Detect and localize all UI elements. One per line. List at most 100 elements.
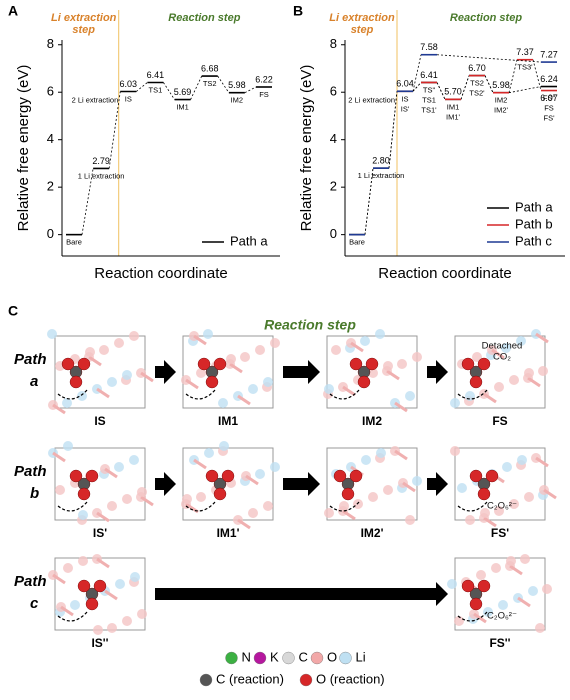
reaction-atom [365,357,379,371]
species-note: C₂O₆²⁻ [487,611,517,622]
atom [376,448,386,458]
legend-label: C (reaction) [216,671,284,686]
value-label: 6.24 [540,74,558,84]
legend-label: Li [356,649,366,664]
state-label: TS1' [421,105,437,114]
atom [509,499,519,509]
state-name: FS [492,414,507,428]
y-tick-label: 6 [330,84,337,99]
atom [78,556,88,566]
atom [255,345,265,355]
bond [527,376,541,388]
value-label: 6.70 [468,63,486,73]
state-label: TS2' [469,89,485,98]
atom [248,384,258,394]
species-note: Detached [482,341,523,352]
reaction-atom [477,357,491,371]
reaction-atom [477,487,491,501]
bond [237,518,251,530]
y-tick-label: 2 [47,179,54,194]
state-name: IM2' [361,526,384,540]
state-label: IM2 [231,96,244,105]
reaction-atom [349,357,363,371]
motion-arrow [457,388,489,400]
y-axis-label: Relative free energy (eV) [298,65,315,232]
atom [129,331,139,341]
y-tick-label: 0 [47,226,54,241]
state-label: TS1 [149,85,163,94]
state-label: FS' [543,114,555,123]
connector [163,82,175,100]
x-axis-label: Reaction coordinate [94,265,227,282]
connector [244,86,257,94]
panel-label: B [293,3,303,19]
atom [405,515,415,525]
bond [60,605,74,617]
reaction-atom [93,579,107,593]
value-label: 5.98 [492,80,510,90]
annotation: 2 Li extraction [72,95,119,104]
atom [324,384,334,394]
atom [450,446,460,456]
atom [270,338,280,348]
atom [219,441,229,451]
path-label: Path [14,463,47,480]
connector [81,168,94,235]
reaction-atom [213,357,227,371]
step-arrow [155,360,176,384]
legend-atom [310,651,324,665]
bond [52,573,66,585]
reaction-atom [461,357,475,371]
atom [63,441,73,451]
atom [339,501,349,511]
atom [494,382,504,392]
atom [465,391,475,401]
path-label: Path [14,351,47,368]
phase-label: Reaction step [450,12,522,24]
structure-image [181,441,280,530]
legend-atom [225,651,238,665]
connector [460,75,470,100]
reaction-atom [477,579,491,593]
bond [394,449,408,461]
value-label: 5.69 [174,87,192,97]
path-label: Path [14,573,47,590]
bond [509,564,523,576]
bond [193,334,207,346]
y-tick-label: 6 [47,84,54,99]
y-tick-label: 4 [47,131,54,146]
legend-atom [282,651,295,665]
motion-arrow [457,610,489,622]
state-label: 1 Li extraction [358,171,405,180]
step-arrow [427,472,448,496]
state-label: IS' [401,104,410,113]
atom [516,336,526,346]
reaction-atom [357,375,371,389]
structure-image [450,446,557,528]
atom [130,572,140,582]
value-label: 6.68 [201,63,219,73]
atom [538,366,548,376]
atom [137,609,147,619]
legend-atom [199,673,213,687]
atom [412,476,422,486]
atom [509,375,519,385]
value-label: 7.58 [420,42,438,52]
legend-label: Path c [515,233,552,248]
bond [517,596,531,608]
species-note: CO₂ [493,352,511,363]
atom [85,347,95,357]
atom [240,352,250,362]
reaction-atom [469,469,483,483]
atom [62,398,72,408]
atom [520,554,530,564]
atom [70,600,80,610]
motion-arrow [329,388,361,400]
bond [342,509,356,521]
step-arrow [155,472,176,496]
bond [140,371,154,383]
legend-label: Path a [515,199,553,214]
atom [47,329,57,339]
value-label: 5.70 [444,87,462,97]
